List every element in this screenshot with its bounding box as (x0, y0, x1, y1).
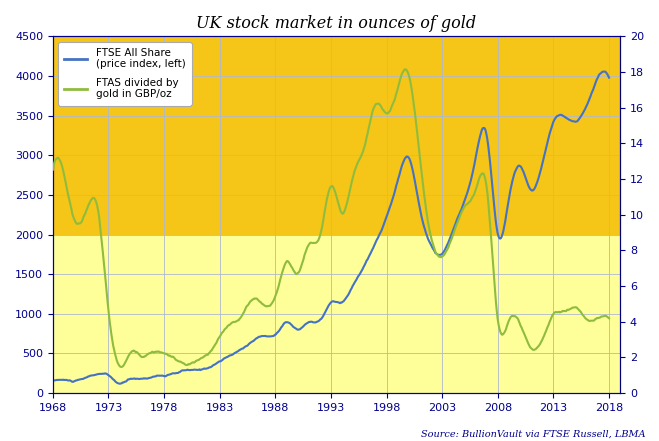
Bar (53, 235, 620, 393)
Bar (53, 36, 620, 235)
Text: Source: BullionVault via FTSE Russell, LBMA: Source: BullionVault via FTSE Russell, L… (421, 430, 646, 439)
Title: UK stock market in ounces of gold: UK stock market in ounces of gold (196, 15, 476, 32)
Legend: FTSE All Share
(price index, left), FTAS divided by
gold in GBP/oz: FTSE All Share (price index, left), FTAS… (58, 41, 192, 105)
